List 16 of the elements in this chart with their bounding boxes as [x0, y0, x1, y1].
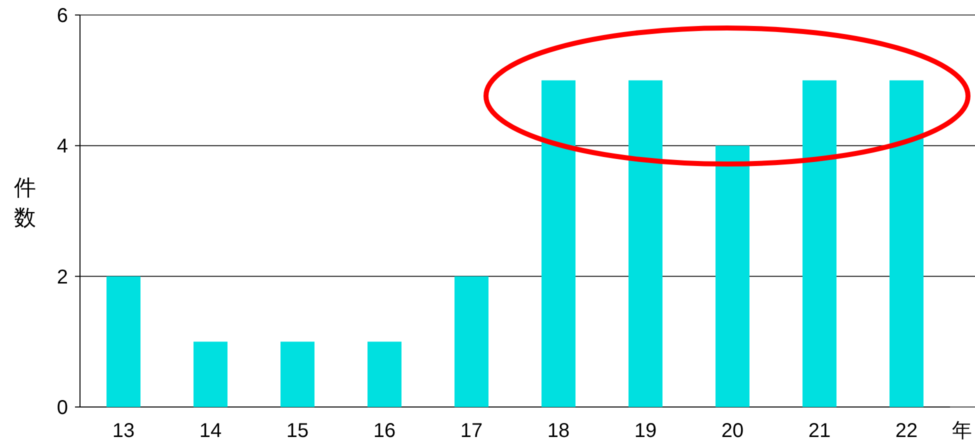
- x-tick-label: 22: [895, 420, 918, 442]
- y-axis-title: 件数: [14, 175, 36, 230]
- x-tick-label: 18: [547, 420, 570, 442]
- y-tick-label: 6: [56, 5, 68, 27]
- x-tick-label: 13: [112, 420, 135, 442]
- x-tick-label: 19: [634, 420, 657, 442]
- y-tick-label: 4: [56, 136, 68, 158]
- x-tick-label: 21: [808, 420, 831, 442]
- x-tick-label: 14: [199, 420, 222, 442]
- x-tick-label: 16: [373, 420, 396, 442]
- x-tick-label: 20: [721, 420, 744, 442]
- x-tick-label: 15: [286, 420, 309, 442]
- x-axis-title: 年: [952, 420, 972, 442]
- x-tick-label: 17: [460, 420, 483, 442]
- y-tick-label: 2: [56, 266, 68, 288]
- y-tick-label: 0: [56, 397, 68, 419]
